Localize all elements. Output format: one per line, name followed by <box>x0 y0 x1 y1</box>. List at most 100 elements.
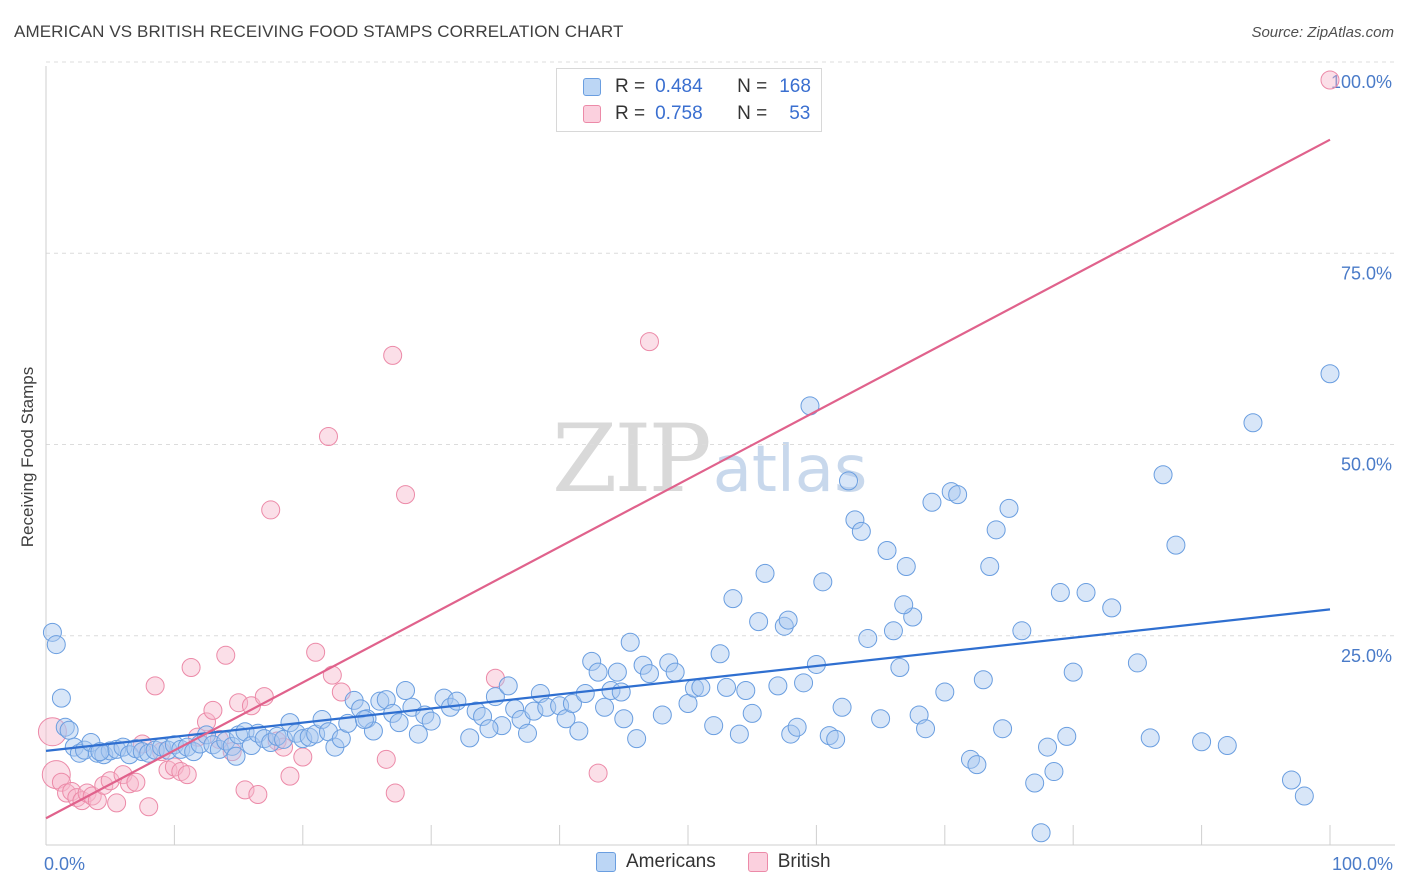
americans-point <box>960 749 980 769</box>
americans-point <box>665 662 685 682</box>
americans-swatch <box>583 78 601 96</box>
americans-point <box>999 498 1019 518</box>
americans-point <box>858 628 878 648</box>
watermark: ZIPatlas <box>552 405 868 514</box>
americans-point <box>813 572 833 592</box>
americans-point <box>736 680 756 700</box>
americans-point <box>729 724 749 744</box>
americans-point <box>704 716 724 736</box>
americans-point <box>871 709 891 729</box>
americans-point <box>1102 598 1122 618</box>
british-point <box>274 737 294 757</box>
americans-point <box>1192 732 1212 752</box>
americans-point <box>973 670 993 690</box>
americans-point <box>717 677 737 697</box>
axes <box>45 66 1395 846</box>
british-point <box>293 747 313 767</box>
americans-point <box>588 662 608 682</box>
r-label: R = <box>615 103 646 124</box>
americans-point <box>1140 728 1160 748</box>
americans-point <box>1294 786 1314 806</box>
americans-point <box>389 713 409 733</box>
legend-label-british: British <box>777 851 831 872</box>
americans-point <box>659 653 679 673</box>
n-label: N = <box>737 76 768 97</box>
americans-point <box>492 716 512 736</box>
americans-point <box>51 688 71 708</box>
americans-point <box>562 693 582 713</box>
british-point <box>396 485 416 505</box>
americans-point <box>1320 364 1340 384</box>
legend-item-americans: Americans <box>596 851 716 873</box>
british-point <box>177 765 197 785</box>
y-axis-label: Receiving Food Stamps <box>18 367 37 547</box>
americans-point <box>883 621 903 641</box>
x-tick-label: 0.0% <box>44 854 85 874</box>
americans-point <box>460 728 480 748</box>
americans-point <box>1038 737 1058 757</box>
british-swatch <box>583 105 601 123</box>
americans-point <box>826 729 846 749</box>
british-point <box>107 793 127 813</box>
r-value: 0.484 <box>655 76 703 97</box>
n-label: N = <box>737 103 768 124</box>
americans-point <box>575 684 595 704</box>
americans-point <box>851 521 871 541</box>
americans-point <box>100 741 120 761</box>
y-tick-label: 100.0% <box>1331 72 1392 92</box>
americans-point <box>1031 823 1051 843</box>
americans-point <box>935 682 955 702</box>
americans-point <box>967 755 987 775</box>
r-label: R = <box>615 76 646 97</box>
americans-point <box>1127 653 1147 673</box>
americans-point <box>839 471 858 491</box>
americans-point <box>518 723 537 743</box>
americans-point <box>524 701 544 721</box>
americans-point <box>620 632 640 652</box>
americans-point <box>993 719 1013 739</box>
americans-point <box>421 711 441 731</box>
chart-source: Source: ZipAtlas.com <box>1251 24 1394 41</box>
americans-point <box>986 520 1006 540</box>
british-point <box>203 700 223 720</box>
americans-point <box>1217 736 1237 756</box>
y-tick-label: 75.0% <box>1341 263 1392 283</box>
americans-point <box>396 680 416 700</box>
americans-point <box>55 717 75 737</box>
americans-points <box>42 364 1340 843</box>
americans-point <box>614 709 634 729</box>
british-point <box>197 712 216 732</box>
americans-point <box>691 677 711 697</box>
americans-point <box>774 616 794 636</box>
americans-point <box>1012 621 1032 641</box>
r-value: 0.758 <box>655 103 703 124</box>
trendlines <box>45 138 1331 820</box>
americans-point <box>723 589 743 609</box>
british-point <box>216 645 236 665</box>
british-legend-swatch <box>747 852 768 872</box>
americans-point <box>652 705 672 725</box>
americans-point <box>90 742 110 762</box>
british-point <box>248 785 268 805</box>
grid-lines <box>46 61 1395 637</box>
americans-point <box>351 699 371 719</box>
chart-title: AMERICAN VS BRITISH RECEIVING FOOD STAMP… <box>14 22 624 41</box>
british-point <box>229 693 249 713</box>
british-point <box>385 783 405 803</box>
n-value: 53 <box>789 103 811 124</box>
legend-label-americans: Americans <box>626 851 716 872</box>
americans-point <box>755 563 775 583</box>
americans-point <box>896 557 916 577</box>
americans-point <box>184 742 204 762</box>
british-point <box>181 658 201 678</box>
americans-point <box>1076 583 1096 603</box>
british-point <box>639 332 659 352</box>
americans-point <box>916 719 936 739</box>
americans-point <box>877 540 897 560</box>
americans-point <box>46 635 66 655</box>
americans-point <box>922 492 942 512</box>
americans-point <box>1153 465 1173 485</box>
americans-point <box>787 717 807 737</box>
correlation-legend: R = 0.484 N = 168 R = 0.758 N = 53 <box>556 68 822 132</box>
americans-point <box>370 691 390 711</box>
